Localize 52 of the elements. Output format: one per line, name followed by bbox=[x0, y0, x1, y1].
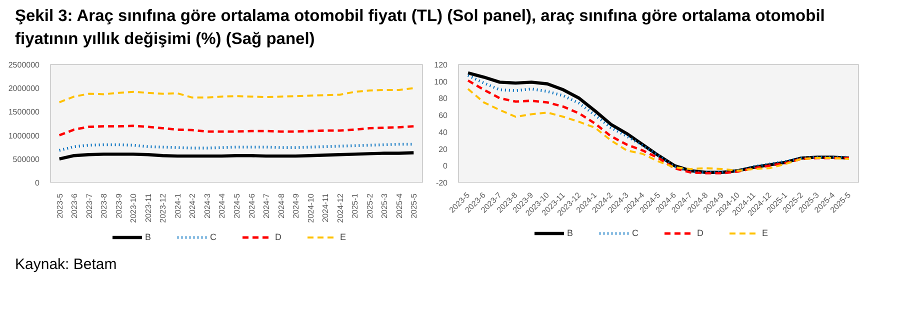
y-tick-label: 1500000 bbox=[8, 108, 40, 117]
x-tick-label: 2024-2 bbox=[188, 193, 198, 219]
y-tick-label: 60 bbox=[438, 111, 448, 120]
y-tick-label: 0 bbox=[35, 178, 40, 188]
y-tick-label: 80 bbox=[438, 94, 448, 104]
y-tick-label: 1000000 bbox=[8, 131, 40, 140]
legend-label: D bbox=[275, 231, 282, 244]
legend-label: C bbox=[632, 227, 640, 240]
x-tick-label: 2024-7 bbox=[262, 193, 272, 219]
text: Kaynak: Betam bbox=[15, 255, 117, 276]
x-tick-label: 2025-5 bbox=[410, 193, 419, 219]
legend-label: C bbox=[210, 231, 218, 244]
y-tick-label: 120 bbox=[434, 60, 448, 70]
line-series bbox=[58, 87, 415, 104]
x-tick-label: 2024-12 bbox=[336, 193, 345, 224]
y-tick-label: 100 bbox=[434, 78, 448, 87]
x-tick-label: 2025-1 bbox=[350, 193, 360, 219]
line-series bbox=[58, 124, 415, 137]
x-tick-label: 2024-5 bbox=[232, 193, 242, 219]
x-tick-label: 2023-11 bbox=[144, 193, 153, 222]
x-tick-label: 2024-1 bbox=[173, 193, 182, 219]
x-tick-label: 2024-9 bbox=[292, 193, 301, 219]
x-tick-label: 2023-9 bbox=[114, 193, 124, 219]
legend-label: E bbox=[762, 227, 770, 240]
y-tick-label: 2000000 bbox=[8, 84, 40, 94]
legend-label: D bbox=[697, 227, 704, 240]
x-tick-label: 2024-11 bbox=[321, 193, 330, 222]
x-tick-label: 2025-3 bbox=[380, 193, 390, 219]
x-tick-label: 2023-5 bbox=[55, 193, 64, 219]
y-tick-label: 20 bbox=[438, 144, 448, 154]
x-tick-label: 2025-4 bbox=[394, 193, 404, 219]
legend-label: B bbox=[145, 231, 152, 244]
chart-title: Şekil 3: Araç sınıfına göre ortalama otomobil fiyatı (TL) (Sol panel), araç sınıfına göre ortalama otomobil fiyatının yıllık değişimi (%) (Sağ panel) bbox=[15, 6, 826, 50]
x-tick-label: 2023-6 bbox=[70, 193, 80, 219]
y-tick-label: -20 bbox=[436, 178, 448, 188]
x-tick-label: 2023-10 bbox=[129, 193, 138, 224]
legend-label: B bbox=[567, 227, 574, 240]
legend-label: E bbox=[340, 231, 348, 244]
y-tick-label: 2500000 bbox=[8, 60, 40, 70]
y-tick-label: 500000 bbox=[12, 155, 40, 164]
x-tick-label: 2023-7 bbox=[84, 193, 94, 219]
x-tick-label: 2024-10 bbox=[306, 193, 316, 224]
x-tick-label: 2024-4 bbox=[218, 193, 227, 219]
x-tick-label: 2023-12 bbox=[158, 193, 168, 224]
y-tick-label: 0 bbox=[443, 162, 448, 171]
x-tick-label: 2023-8 bbox=[100, 193, 109, 219]
x-tick-label: 2025-2 bbox=[365, 193, 374, 219]
x-tick-label: 2024-8 bbox=[276, 193, 286, 219]
x-tick-label: 2024-3 bbox=[202, 193, 212, 219]
y-tick-label: 40 bbox=[438, 128, 448, 138]
x-tick-label: 2024-6 bbox=[247, 193, 256, 219]
line-series bbox=[58, 151, 416, 161]
